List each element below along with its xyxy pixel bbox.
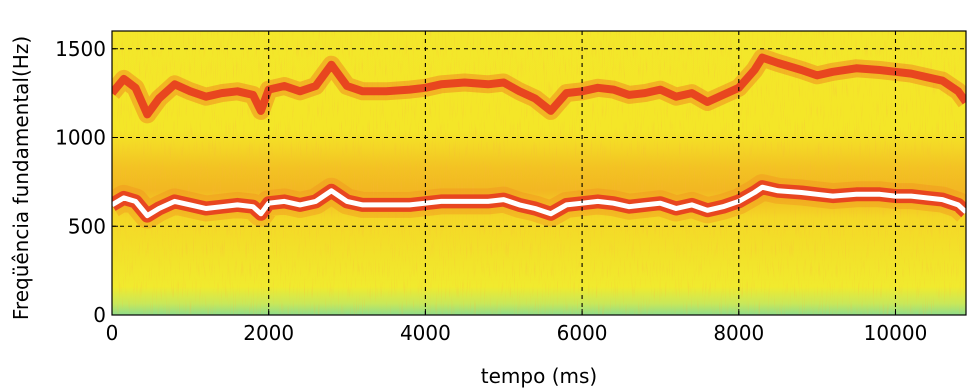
x-tick-label: 0 [106,321,119,345]
y-tick-label: 0 [93,303,106,327]
x-tick-label: 10000 [864,321,928,345]
f0-track [112,184,966,219]
plot-frame [111,30,967,316]
y-tick-label: 1000 [55,126,106,150]
x-axis: 0 2000 4000 6000 8000 10000 [106,309,928,345]
y-tick-label: 1500 [55,37,106,61]
x-axis-label: tempo (ms) [481,364,597,388]
spectrogram-noise [112,31,966,315]
harmonic-band [112,53,966,119]
plot-area [111,30,967,316]
y-axis: 0 500 1000 1500 [55,37,118,327]
x-tick-label: 2000 [243,321,294,345]
grid-lines [112,31,966,315]
x-tick-label: 4000 [400,321,451,345]
y-tick-label: 500 [68,214,106,238]
y-axis-label: Freqüência fundamental(Hz) [9,36,33,320]
x-tick-label: 8000 [713,321,764,345]
x-tick-label: 6000 [557,321,608,345]
